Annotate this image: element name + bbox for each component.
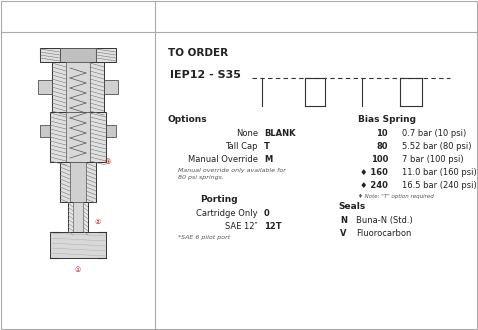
Bar (50, 232, 106, 258)
Bar (38, 80, 52, 94)
Text: 16.5 bar (240 psi): 16.5 bar (240 psi) (402, 181, 477, 190)
Text: None: None (236, 129, 258, 138)
Text: Manual Override: Manual Override (188, 155, 258, 164)
Text: TO ORDER: TO ORDER (168, 48, 228, 58)
Text: T: T (264, 142, 270, 151)
Text: 10: 10 (376, 129, 388, 138)
Text: ①: ① (75, 267, 81, 273)
Text: Cartridge Only: Cartridge Only (196, 209, 258, 218)
Bar (73, 202, 83, 232)
Text: Options: Options (168, 115, 207, 124)
Text: 5.52 bar (80 psi): 5.52 bar (80 psi) (402, 142, 471, 151)
Text: N: N (340, 216, 347, 225)
Text: 0.7 bar (10 psi): 0.7 bar (10 psi) (402, 129, 466, 138)
Text: ♦ 160: ♦ 160 (360, 168, 388, 177)
Text: ♦ Note: "T" option required: ♦ Note: "T" option required (358, 194, 434, 199)
Bar (40, 48, 116, 62)
Text: ③: ③ (105, 159, 111, 165)
Bar (52, 62, 104, 112)
Bar (60, 48, 96, 62)
Bar (50, 112, 106, 162)
Text: 80: 80 (377, 142, 388, 151)
Text: Tall Cap: Tall Cap (226, 142, 258, 151)
Text: Seals: Seals (338, 202, 365, 211)
Bar (60, 162, 96, 202)
Bar (66, 112, 90, 162)
Bar (106, 125, 116, 137)
Text: 0: 0 (264, 209, 270, 218)
Bar (68, 202, 88, 232)
Text: 11.0 bar (160 psi): 11.0 bar (160 psi) (402, 168, 477, 177)
Text: 7 bar (100 psi): 7 bar (100 psi) (402, 155, 464, 164)
Text: M: M (264, 155, 272, 164)
Text: 100: 100 (370, 155, 388, 164)
Text: ②: ② (95, 219, 101, 225)
Text: Bias Spring: Bias Spring (358, 115, 416, 124)
Text: ♦ 240: ♦ 240 (360, 181, 388, 190)
Bar (70, 162, 86, 202)
Text: Porting: Porting (200, 195, 238, 204)
Text: *SAE 6 pilot port: *SAE 6 pilot port (178, 235, 230, 240)
Bar (40, 125, 50, 137)
Text: Fluorocarbon: Fluorocarbon (356, 229, 412, 238)
Text: V: V (340, 229, 347, 238)
Text: Manual override only available for
80 psi springs.: Manual override only available for 80 ps… (178, 168, 286, 180)
Text: IEP12 - S35: IEP12 - S35 (170, 70, 241, 80)
Text: 12T: 12T (264, 222, 282, 231)
Text: SAE 12″: SAE 12″ (225, 222, 258, 231)
Text: Buna-N (Std.): Buna-N (Std.) (356, 216, 413, 225)
Bar (66, 62, 90, 112)
Bar (104, 80, 118, 94)
Text: BLANK: BLANK (264, 129, 295, 138)
